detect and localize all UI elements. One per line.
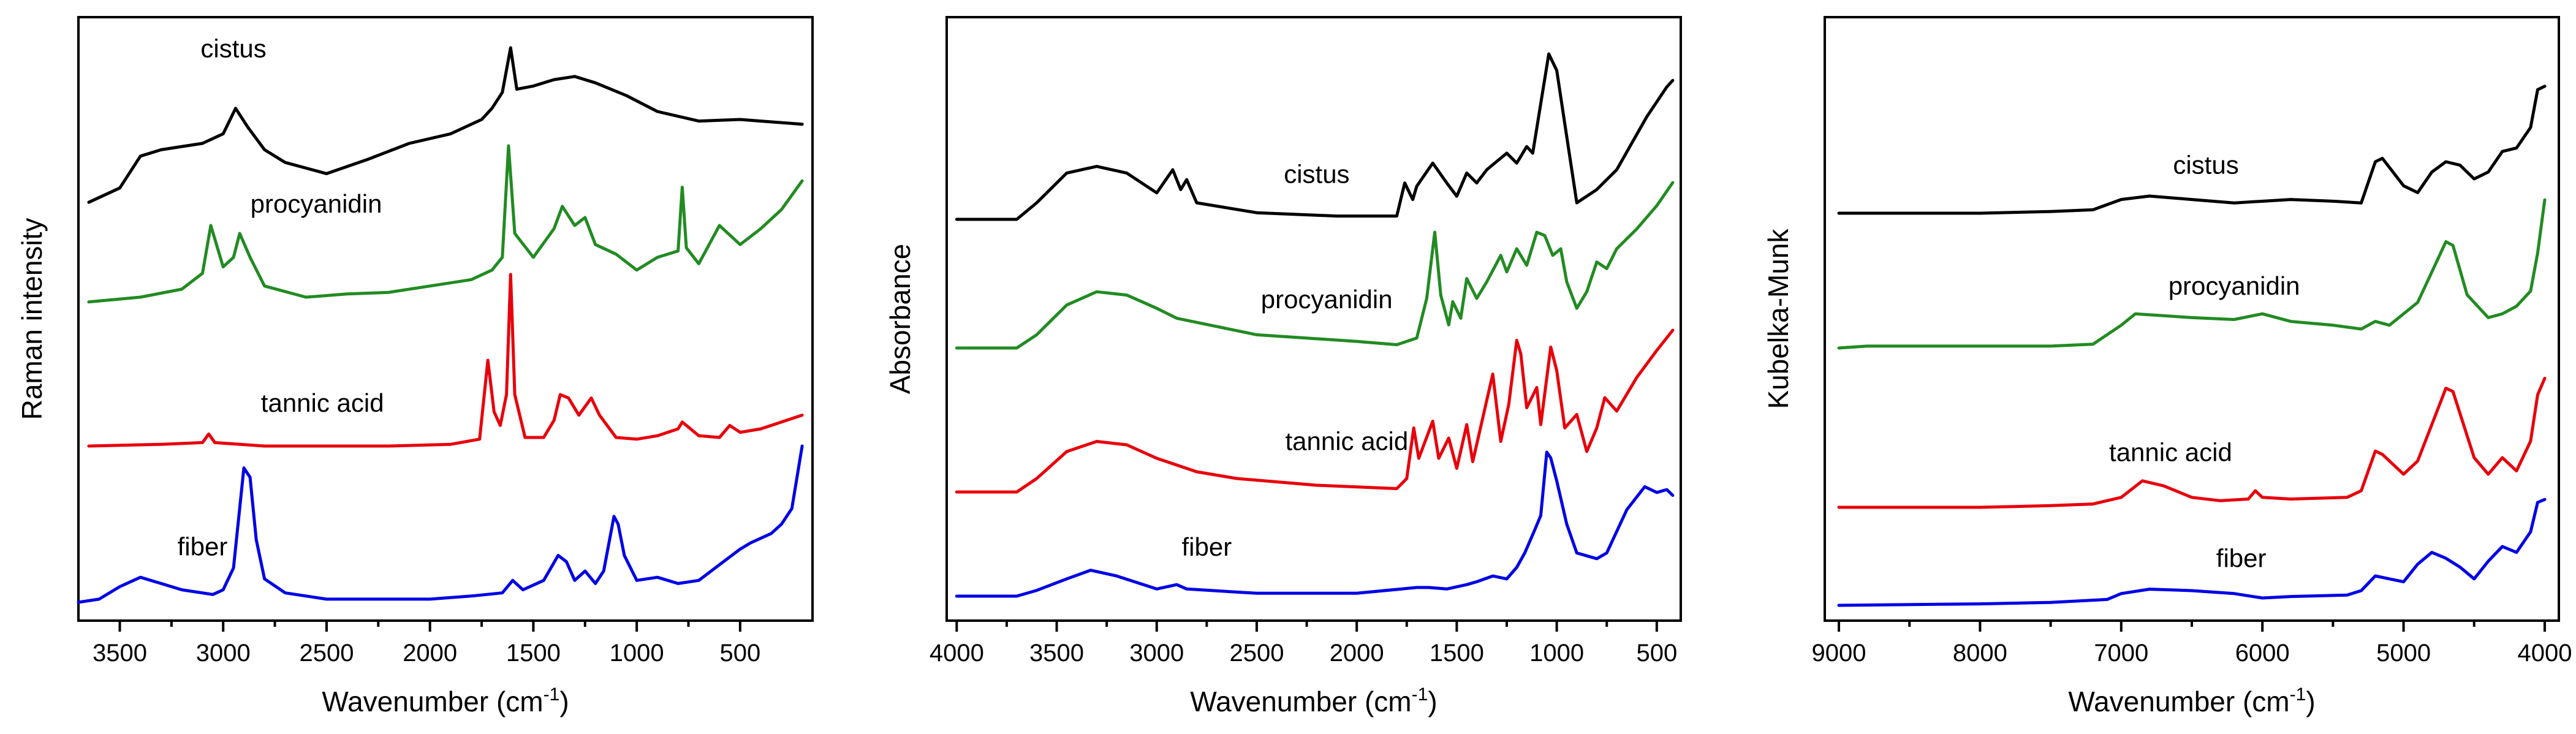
series-label: cistus <box>2173 151 2238 180</box>
x-axis-title-close: ) <box>559 686 569 717</box>
x-tick-label: 2000 <box>403 640 457 667</box>
x-axis-title-sup: -1 <box>1412 684 1428 705</box>
series-label: tannic acid <box>2109 437 2232 466</box>
x-axis-title-main: Wavenumber (cm <box>1190 686 1411 717</box>
chart-panel-1: 3500 3000 2500 2000 1500 1000 500 Wavenumber (c… <box>16 16 814 717</box>
series-line-cistus <box>955 52 1675 221</box>
x-axis-title: Wavenumber (cm-1) <box>322 684 569 717</box>
x-axis-title-sup: -1 <box>2290 684 2306 705</box>
series-line-tannic-acid <box>1837 376 2547 509</box>
series-line-procyanidin <box>1837 198 2547 350</box>
x-tick-label: 5000 <box>2376 640 2431 667</box>
x-tick-label: 1000 <box>1529 640 1584 667</box>
x-tick-label: 7000 <box>2094 640 2148 667</box>
x-axis-title: Wavenumber (cm-1) <box>1190 684 1437 717</box>
series-label: procyanidin <box>2169 271 2300 300</box>
x-tick-label: 3000 <box>196 640 251 667</box>
x-tick-label: 8000 <box>1953 640 2007 667</box>
series-label: tannic acid <box>261 388 384 417</box>
chart-panel-2: 4000 3500 3000 2500 2000 1500 1000 500 Wavenumbe… <box>884 16 1682 717</box>
x-tick-label: 3000 <box>1129 640 1184 667</box>
series-line-cistus <box>1837 85 2547 215</box>
x-tick-label: 9000 <box>1812 640 1866 667</box>
series-label: fiber <box>1182 532 1232 561</box>
series-line-cistus <box>87 46 804 204</box>
x-axis-title-sup: -1 <box>544 684 560 705</box>
x-tick-label: 1500 <box>1430 640 1484 667</box>
plot-frame <box>945 16 1682 622</box>
x-tick-label: 500 <box>1636 640 1677 667</box>
series-line-procyanidin <box>87 144 804 304</box>
x-axis-title: Wavenumber (cm-1) <box>2068 684 2315 717</box>
x-tick-label: 2000 <box>1330 640 1384 667</box>
series-line-tannic-acid <box>87 273 804 448</box>
y-axis-title: Absorbance <box>884 244 916 395</box>
x-axis-title-main: Wavenumber (cm <box>2068 686 2289 717</box>
series-line-fiber <box>955 450 1675 598</box>
series-label: procyanidin <box>1261 285 1393 314</box>
x-tick-label: 4000 <box>2517 640 2572 667</box>
x-tick-label: 4000 <box>930 640 984 667</box>
x-tick-label: 1000 <box>610 640 664 667</box>
x-axis-title-close: ) <box>2306 686 2315 717</box>
y-axis-title: Kubelka-Munk <box>1762 228 1794 409</box>
x-axis-title-close: ) <box>1428 686 1437 717</box>
series-label: cistus <box>200 34 266 63</box>
series-line-procyanidin <box>955 181 1675 350</box>
y-axis-title: Raman intensity <box>16 218 48 420</box>
plot-frame <box>77 16 814 622</box>
series-label: fiber <box>2216 544 2267 573</box>
series-line-fiber <box>77 444 804 604</box>
x-tick-label: 3500 <box>1029 640 1084 667</box>
x-tick-label: 1500 <box>506 640 561 667</box>
series-label: fiber <box>178 532 228 561</box>
x-tick-label: 6000 <box>2235 640 2290 667</box>
x-tick-label: 2500 <box>299 640 354 667</box>
series-line-fiber <box>1837 498 2547 607</box>
series-label: tannic acid <box>1285 426 1408 455</box>
series-label: cistus <box>1284 160 1349 189</box>
series-line-tannic-acid <box>955 328 1675 494</box>
x-tick-label: 3500 <box>93 640 147 667</box>
x-tick-label: 2500 <box>1229 640 1284 667</box>
series-label: procyanidin <box>251 189 382 218</box>
x-axis-title-main: Wavenumber (cm <box>322 686 543 717</box>
x-tick-label: 500 <box>720 640 761 667</box>
chart-panel-3: 9000 8000 7000 6000 5000 4000 Wavenumber (cm-1… <box>1762 16 2572 717</box>
